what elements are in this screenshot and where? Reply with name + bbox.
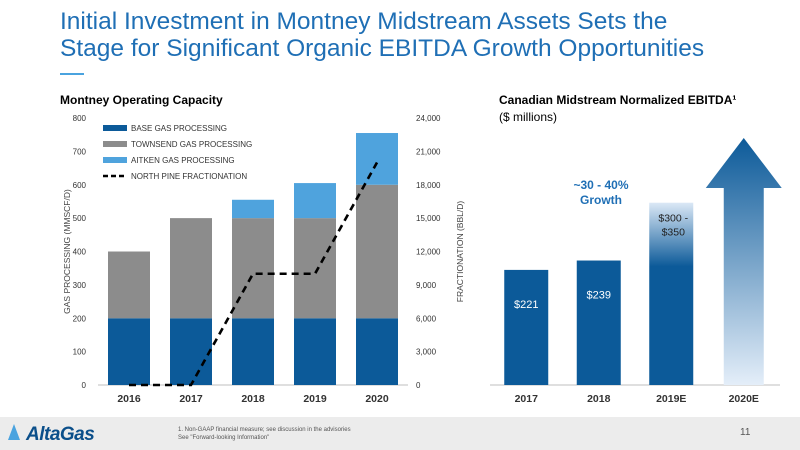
bar-base-gas-processing-2016	[108, 318, 150, 385]
x-tick-label: 2018	[241, 393, 265, 405]
bar-base-gas-processing-2020	[356, 318, 398, 385]
y-tick-label: 500	[73, 214, 87, 223]
bar-townsend-gas-processing-2020	[356, 184, 398, 319]
bar-aitken-gas-processing-2020	[356, 133, 398, 185]
data-label: $300 -	[658, 213, 688, 225]
y-tick-label: 800	[73, 114, 87, 123]
growth-annotation-line-2: Growth	[580, 193, 622, 207]
altagas-logo-mark-icon	[8, 424, 20, 440]
y2-axis-label: FRACTIONATION (BBL/D)	[455, 201, 465, 303]
legend-label: AITKEN GAS PROCESSING	[131, 156, 235, 165]
bar-ebitda-2019E	[649, 202, 694, 385]
bar-townsend-gas-processing-2017	[170, 218, 212, 319]
x-tick-label: 2017	[515, 393, 539, 405]
bar-townsend-gas-processing-2018	[232, 218, 274, 319]
page-title-line-1: Initial Investment in Montney Midstream …	[60, 8, 668, 35]
page-number: 11	[740, 427, 751, 438]
growth-annotation-line-1: ~30 - 40%	[573, 178, 628, 192]
bar-base-gas-processing-2018	[232, 318, 274, 385]
y-tick-label: 700	[73, 147, 87, 156]
bar-base-gas-processing-2017	[170, 318, 212, 385]
legend-label: BASE GAS PROCESSING	[131, 124, 227, 133]
y-tick-label: 600	[73, 181, 87, 190]
y2-tick-label: 24,000	[416, 114, 441, 123]
page-title: Initial Investment in Montney Midstream …	[60, 8, 790, 62]
y-axis-label: GAS PROCESSING (MMSCF/D)	[62, 189, 72, 314]
y-tick-label: 0	[82, 381, 87, 390]
legend-swatch	[103, 141, 127, 147]
bar-base-gas-processing-2019	[294, 318, 336, 385]
bar-townsend-gas-processing-2016	[108, 251, 150, 319]
footer-bar: AltaGas 1. Non-GAAP financial measure; s…	[0, 417, 800, 450]
growth-arrow-icon	[705, 138, 782, 385]
footnote-line-2: See "Forward-looking Information"	[178, 435, 270, 441]
legend-swatch	[103, 125, 127, 131]
data-label: $221	[514, 299, 538, 311]
legend-swatch	[103, 157, 127, 163]
data-label: $239	[587, 290, 611, 302]
y2-tick-label: 15,000	[416, 214, 441, 223]
y2-tick-label: 12,000	[416, 248, 441, 257]
page-title-line-2: Stage for Significant Organic EBITDA Gro…	[60, 35, 705, 62]
y2-tick-label: 3,000	[416, 348, 437, 357]
y2-tick-label: 6,000	[416, 314, 437, 323]
right-chart-title: Canadian Midstream Normalized EBITDA¹	[499, 93, 737, 107]
ebitda-chart: 2017 2018 2019E 2020E $221 $239 $300 - $350 ~30 …	[490, 138, 782, 405]
y-tick-label: 300	[73, 281, 87, 290]
y-tick-label: 200	[73, 314, 87, 323]
bar-townsend-gas-processing-2019	[294, 218, 336, 319]
y2-tick-label: 0	[416, 381, 421, 390]
line-north-pine-fractionation	[129, 161, 379, 387]
bar-aitken-gas-processing-2018	[232, 199, 274, 219]
y2-tick-label: 21,000	[416, 147, 441, 156]
footnote: 1. Non-GAAP financial measure; see discu…	[178, 426, 351, 442]
x-tick-label: 2020	[365, 393, 389, 405]
x-tick-label: 2020E	[729, 393, 759, 405]
left-chart-title: Montney Operating Capacity	[60, 93, 223, 107]
legend-label: TOWNSEND GAS PROCESSING	[131, 140, 252, 149]
legend-label: NORTH PINE FRACTIONATION	[131, 172, 247, 181]
y2-tick-label: 18,000	[416, 181, 441, 190]
bar-ebitda-2018	[576, 260, 621, 385]
y-tick-label: 100	[73, 348, 87, 357]
bar-ebitda-2017	[504, 269, 549, 385]
data-label: $350	[662, 227, 686, 239]
title-accent-rule	[60, 73, 84, 75]
right-chart-subtitle: ($ millions)	[499, 110, 558, 124]
x-tick-label: 2019	[303, 393, 327, 405]
y-tick-label: 400	[73, 248, 87, 257]
x-tick-label: 2018	[587, 393, 611, 405]
y2-tick-label: 9,000	[416, 281, 437, 290]
bar-aitken-gas-processing-2019	[294, 183, 336, 219]
x-tick-label: 2019E	[656, 393, 686, 405]
x-tick-label: 2016	[117, 393, 141, 405]
footnote-line-1: 1. Non-GAAP financial measure; see discu…	[178, 427, 351, 433]
x-tick-label: 2017	[179, 393, 203, 405]
altagas-logo: AltaGas	[26, 424, 95, 445]
montney-capacity-chart: 0 100 200 300 400 500 600 700 800 0 3,000 6,000 9,00…	[62, 114, 465, 405]
